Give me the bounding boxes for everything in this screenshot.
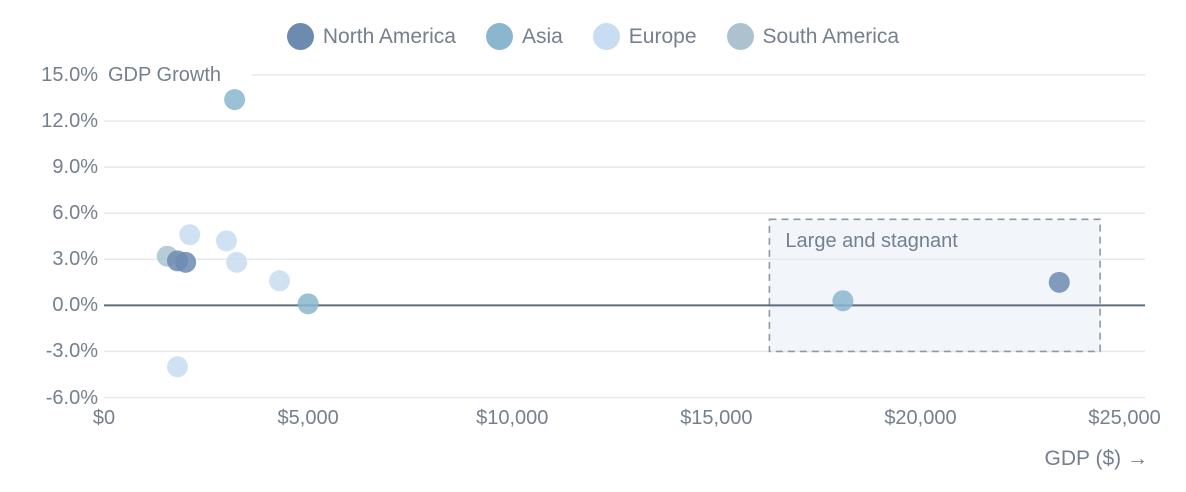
- point-europe-3[interactable]: [269, 270, 291, 292]
- point-asia-1[interactable]: [297, 293, 319, 315]
- x-tick-label: $5,000: [277, 407, 339, 429]
- annotation-label: Large and stagnant: [785, 230, 958, 253]
- legend-swatch-icon: [485, 22, 513, 50]
- point-asia-2[interactable]: [832, 290, 854, 312]
- y-tick-label: -3.0%: [45, 340, 98, 363]
- annotation-box: [768, 218, 1101, 353]
- y-tick-label: 6.0%: [52, 202, 98, 225]
- point-europe-0[interactable]: [179, 224, 201, 246]
- legend-item-asia[interactable]: Asia: [485, 22, 563, 50]
- point-north-america-1[interactable]: [175, 251, 197, 273]
- x-axis-title: GDP ($) →: [1044, 447, 1148, 470]
- legend-item-label: Asia: [521, 24, 563, 48]
- legend-item-label: North America: [322, 24, 456, 48]
- y-tick-label: 0.0%: [52, 294, 98, 317]
- point-europe-4[interactable]: [166, 356, 188, 378]
- y-tick-label: 12.0%: [41, 110, 98, 133]
- x-tick-label: $15,000: [680, 407, 753, 429]
- x-tick-label: $0: [92, 407, 116, 429]
- point-asia-0[interactable]: [224, 89, 246, 111]
- x-tick-label: $10,000: [476, 407, 549, 429]
- y-tick-label: 3.0%: [52, 248, 98, 271]
- legend-item-label: South America: [762, 24, 900, 48]
- legend: North America Asia Europe South America: [0, 20, 1186, 52]
- legend-item-south-america[interactable]: South America: [726, 22, 900, 50]
- legend-item-north-america[interactable]: North America: [286, 22, 456, 50]
- y-tick-label: 9.0%: [52, 156, 98, 179]
- point-europe-2[interactable]: [226, 251, 248, 273]
- x-tick-label: $25,000: [1088, 407, 1161, 429]
- y-axis-title: GDP Growth: [108, 64, 221, 86]
- legend-swatch-icon: [726, 22, 754, 50]
- y-tick-label: -6.0%: [45, 386, 98, 409]
- legend-swatch-icon: [592, 22, 620, 50]
- point-north-america-2[interactable]: [1048, 271, 1070, 293]
- legend-swatch-icon: [286, 22, 314, 50]
- legend-item-europe[interactable]: Europe: [592, 22, 697, 50]
- point-europe-1[interactable]: [215, 230, 237, 252]
- y-tick-label: 15.0%: [41, 64, 98, 86]
- x-tick-label: $20,000: [884, 407, 957, 429]
- legend-item-label: Europe: [628, 24, 697, 48]
